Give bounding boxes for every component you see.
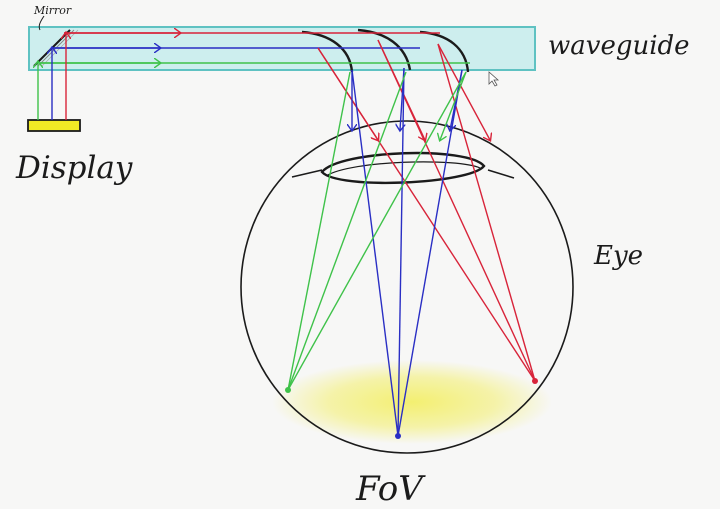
cornea: [291, 169, 515, 179]
fov-label: FoV: [355, 469, 426, 509]
fov-glow: [272, 360, 552, 444]
retina-point-blue: [395, 433, 401, 439]
mirror-label: Mirror: [33, 4, 72, 17]
display-label: Display: [15, 150, 133, 186]
waveguide-label: waveguide: [548, 31, 690, 61]
eyeball: [240, 120, 574, 454]
display-panel: [27, 119, 81, 132]
eye-label: Eye: [593, 241, 643, 271]
mirror-pointer: [38, 15, 45, 31]
retina-point-red: [532, 378, 538, 384]
eye-lens: [320, 151, 486, 185]
display-rays: [38, 33, 66, 120]
blue-rays: [352, 67, 463, 437]
red-rays: [317, 39, 536, 382]
waveguide-rays: [40, 33, 470, 63]
green-rays: [287, 71, 467, 391]
retina-point-green: [285, 387, 291, 393]
cursor-icon: [488, 71, 500, 87]
